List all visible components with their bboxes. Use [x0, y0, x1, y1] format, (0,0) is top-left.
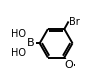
Text: Br: Br — [69, 17, 80, 27]
Text: B: B — [27, 38, 35, 48]
Text: HO: HO — [11, 29, 26, 39]
Text: HO: HO — [11, 48, 26, 58]
Text: O: O — [64, 60, 73, 70]
